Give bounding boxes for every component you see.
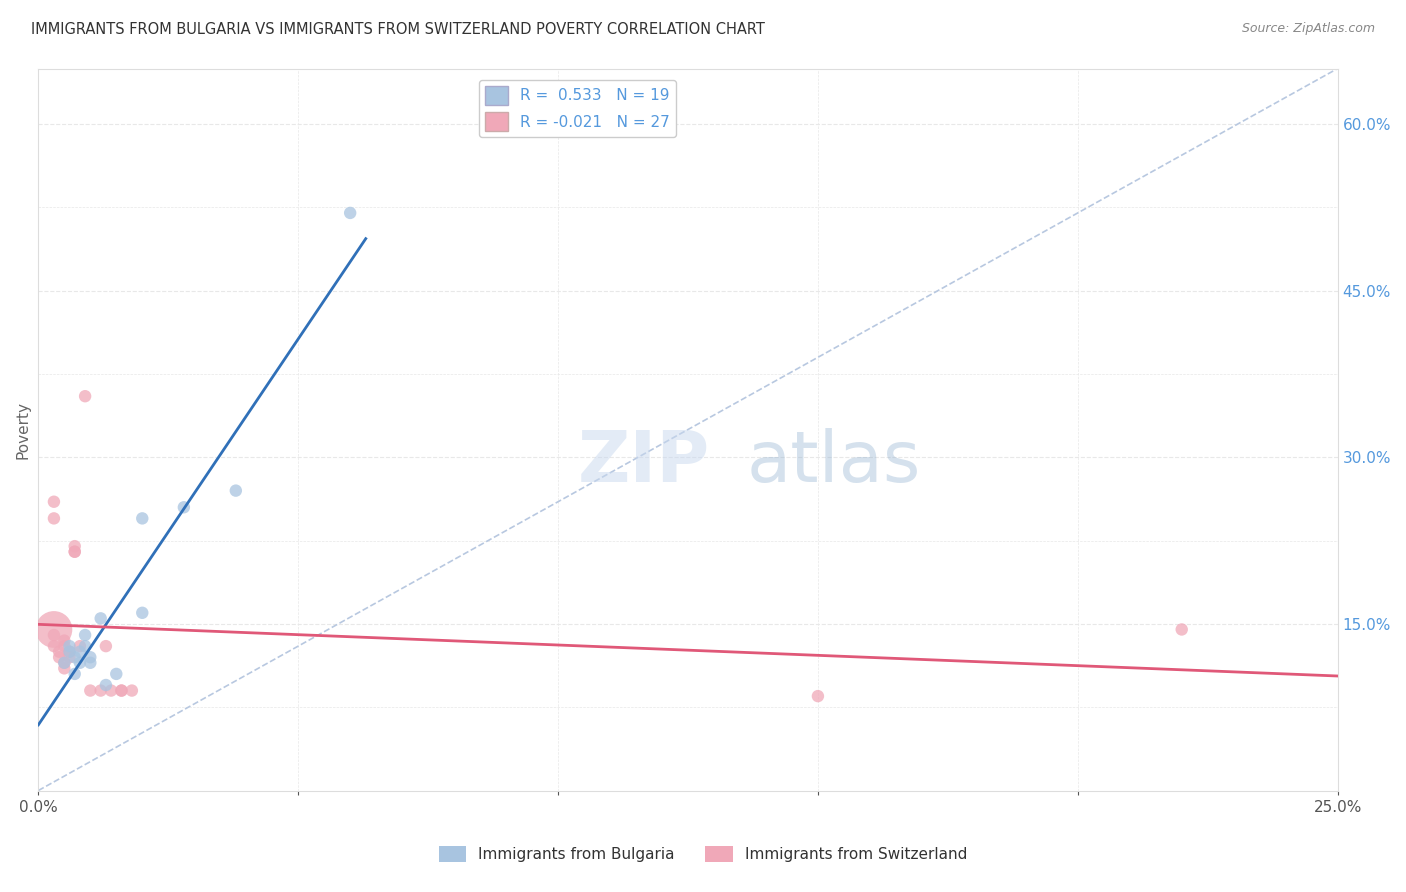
Point bbox=[79, 650, 101, 665]
Point bbox=[90, 683, 112, 698]
Point bbox=[1170, 623, 1192, 637]
Point bbox=[58, 645, 80, 659]
Point bbox=[63, 545, 86, 559]
Point bbox=[58, 650, 80, 665]
Point bbox=[75, 639, 97, 653]
Point bbox=[339, 206, 361, 220]
Point bbox=[225, 483, 247, 498]
Point bbox=[75, 628, 97, 642]
Point bbox=[48, 650, 70, 665]
Point bbox=[100, 683, 122, 698]
Point bbox=[131, 606, 153, 620]
Text: Source: ZipAtlas.com: Source: ZipAtlas.com bbox=[1241, 22, 1375, 36]
Text: ZIP: ZIP bbox=[578, 427, 710, 497]
Point bbox=[63, 666, 86, 681]
Point bbox=[42, 628, 65, 642]
Point bbox=[105, 666, 128, 681]
Point bbox=[121, 683, 143, 698]
Point bbox=[173, 500, 195, 515]
Point bbox=[58, 639, 80, 653]
Point bbox=[63, 650, 86, 665]
Point bbox=[42, 511, 65, 525]
Legend: Immigrants from Bulgaria, Immigrants from Switzerland: Immigrants from Bulgaria, Immigrants fro… bbox=[433, 840, 973, 868]
Point bbox=[69, 656, 91, 670]
Point bbox=[53, 656, 76, 670]
Point bbox=[69, 645, 91, 659]
Text: IMMIGRANTS FROM BULGARIA VS IMMIGRANTS FROM SWITZERLAND POVERTY CORRELATION CHAR: IMMIGRANTS FROM BULGARIA VS IMMIGRANTS F… bbox=[31, 22, 765, 37]
Point bbox=[79, 656, 101, 670]
Point bbox=[42, 623, 65, 637]
Text: atlas: atlas bbox=[747, 427, 921, 497]
Point bbox=[79, 683, 101, 698]
Point bbox=[53, 633, 76, 648]
Point bbox=[90, 611, 112, 625]
Point bbox=[53, 639, 76, 653]
Point bbox=[110, 683, 132, 698]
Point bbox=[131, 511, 153, 525]
Point bbox=[94, 639, 117, 653]
Point bbox=[807, 689, 830, 703]
Legend: R =  0.533   N = 19, R = -0.021   N = 27: R = 0.533 N = 19, R = -0.021 N = 27 bbox=[479, 79, 676, 136]
Y-axis label: Poverty: Poverty bbox=[15, 401, 30, 458]
Point bbox=[58, 645, 80, 659]
Point bbox=[69, 639, 91, 653]
Point bbox=[75, 389, 97, 403]
Point bbox=[53, 661, 76, 675]
Point bbox=[63, 545, 86, 559]
Point bbox=[42, 639, 65, 653]
Point bbox=[63, 539, 86, 553]
Point bbox=[110, 683, 132, 698]
Point bbox=[48, 645, 70, 659]
Point bbox=[53, 656, 76, 670]
Point bbox=[42, 494, 65, 508]
Point bbox=[94, 678, 117, 692]
